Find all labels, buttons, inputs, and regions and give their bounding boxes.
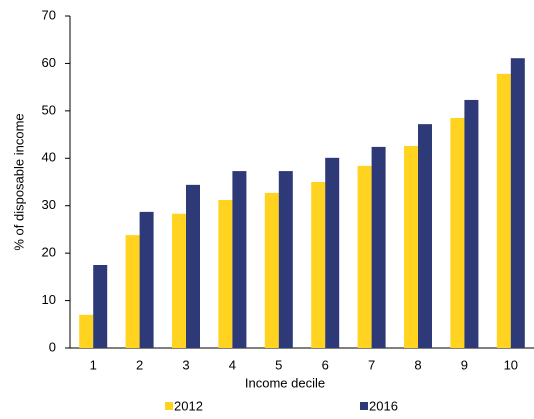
bar xyxy=(232,171,247,348)
bar xyxy=(371,146,386,348)
y-tick-label: 30 xyxy=(42,197,56,212)
x-tick-label: 9 xyxy=(461,357,468,372)
bar xyxy=(325,157,340,348)
x-tick-label: 6 xyxy=(322,357,329,372)
x-tick-label: 3 xyxy=(182,357,189,372)
x-tick-label: 7 xyxy=(368,357,375,372)
x-axis-label: Income decile xyxy=(245,375,325,390)
bar xyxy=(125,235,140,348)
bar xyxy=(79,314,94,348)
bar xyxy=(218,200,233,348)
bar xyxy=(418,124,432,348)
y-tick-label: 70 xyxy=(42,7,56,22)
legend-label: 2012 xyxy=(174,398,203,413)
bar xyxy=(510,58,525,349)
bar xyxy=(278,171,293,348)
bar xyxy=(139,211,154,348)
x-tick-label: 1 xyxy=(90,357,97,372)
bar xyxy=(404,145,418,348)
y-tick-label: 10 xyxy=(42,292,56,307)
x-tick-label: 4 xyxy=(229,357,236,372)
y-tick-label: 20 xyxy=(42,245,56,260)
bar xyxy=(93,265,108,348)
y-tick-label: 0 xyxy=(49,339,56,354)
bar xyxy=(311,182,326,348)
y-tick-label: 40 xyxy=(42,150,56,165)
legend-swatch xyxy=(360,402,368,410)
bar xyxy=(496,73,511,348)
y-axis-label: % of disposable income xyxy=(11,113,26,250)
y-tick-label: 50 xyxy=(42,102,56,117)
bar xyxy=(450,117,465,348)
legend-swatch xyxy=(165,402,173,410)
bar xyxy=(264,192,279,348)
bar xyxy=(172,213,186,348)
legend-label: 2016 xyxy=(369,398,398,413)
bar xyxy=(186,184,200,348)
bar xyxy=(464,99,479,348)
x-tick-label: 5 xyxy=(275,357,282,372)
bar xyxy=(357,165,372,348)
x-tick-label: 8 xyxy=(414,357,421,372)
x-tick-label: 10 xyxy=(504,357,518,372)
x-tick-label: 2 xyxy=(136,357,143,372)
y-tick-label: 60 xyxy=(42,55,56,70)
